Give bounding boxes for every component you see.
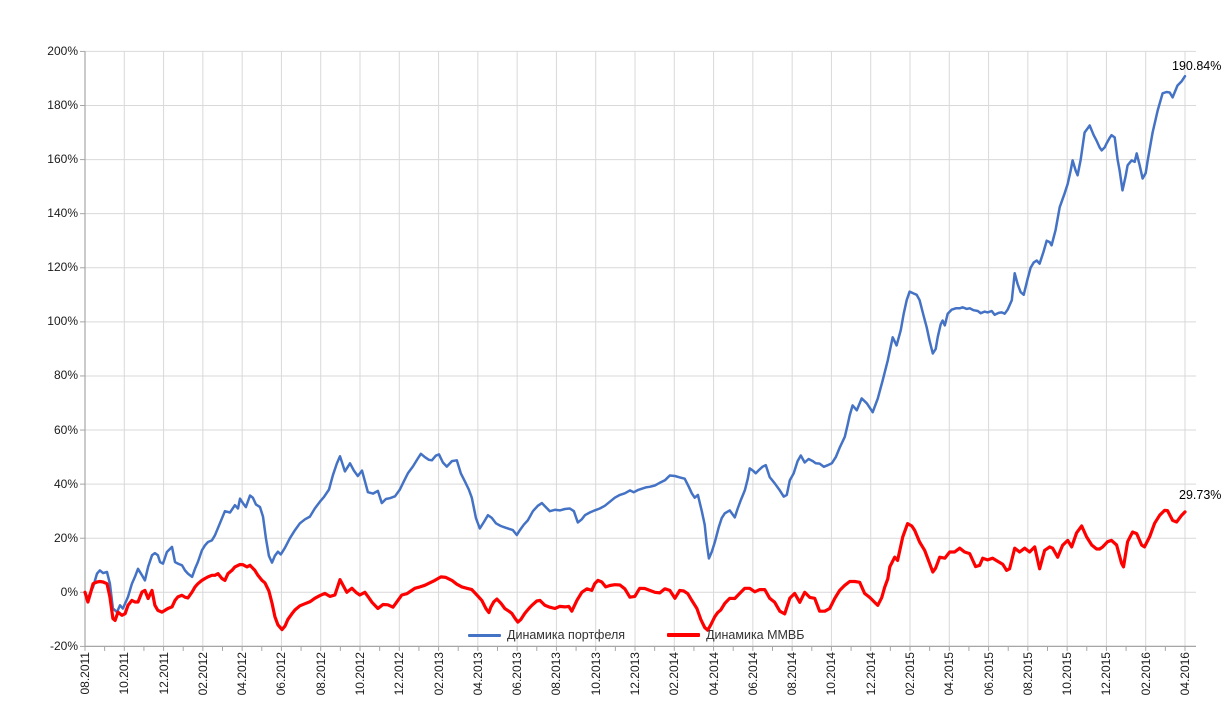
x-axis-label: 02.2012 xyxy=(195,652,210,696)
y-axis-label: 20% xyxy=(53,530,78,545)
portfolio-end-value-label: 190.84% xyxy=(1172,59,1222,73)
y-axis-label: 0% xyxy=(60,584,78,599)
x-axis-label: 12.2011 xyxy=(156,652,171,695)
y-axis-label: 160% xyxy=(47,152,78,167)
legend-label-micex: Динамика ММВБ xyxy=(706,628,805,642)
micex-end-value-label: 29.73% xyxy=(1179,488,1222,502)
x-axis-label: 06.2015 xyxy=(981,652,996,696)
legend-item-micex: Динамика ММВБ xyxy=(667,628,804,642)
x-axis-label: 04.2012 xyxy=(235,652,250,696)
x-axis-label: 02.2015 xyxy=(903,652,917,696)
micex-series-line xyxy=(83,508,1187,632)
y-axis-label: 100% xyxy=(47,314,78,329)
y-axis-label: 40% xyxy=(53,476,78,491)
x-axis-label: 06.2014 xyxy=(745,652,760,696)
x-axis-label: 08.2014 xyxy=(785,652,800,696)
portfolio-line-swatch-icon xyxy=(468,633,501,637)
x-axis-label: 04.2016 xyxy=(1178,652,1192,696)
x-axis-label: 08.2012 xyxy=(313,652,328,696)
portfolio-series-line xyxy=(83,74,1187,614)
x-axis-label: 08.2011 xyxy=(78,652,92,695)
x-axis-label: 04.2015 xyxy=(942,652,957,696)
x-axis-label: 04.2013 xyxy=(470,652,485,696)
x-axis-label: 06.2012 xyxy=(274,652,289,696)
x-axis-label: 10.2014 xyxy=(824,652,839,696)
x-axis-label: 04.2014 xyxy=(706,652,721,696)
y-axis-label: 120% xyxy=(47,260,78,275)
x-axis-label: 10.2012 xyxy=(353,652,367,696)
x-axis-label: 10.2013 xyxy=(588,652,603,696)
y-axis-label: 200% xyxy=(47,43,78,58)
x-axis-label: 06.2013 xyxy=(510,652,525,696)
x-axis-label: 02.2016 xyxy=(1138,652,1153,696)
y-axis-label: 60% xyxy=(53,422,78,437)
x-axis-label: 10.2011 xyxy=(117,652,132,695)
micex-line-swatch-icon xyxy=(667,633,701,637)
x-axis-label: 12.2015 xyxy=(1099,652,1114,696)
axes xyxy=(80,50,1196,651)
y-axis-label: 180% xyxy=(47,98,78,112)
legend: Динамика портфеля Динамика ММВБ xyxy=(468,628,804,642)
y-axis-label: -20% xyxy=(49,638,78,653)
x-axis-label: 02.2014 xyxy=(667,652,682,696)
x-axis-label: 08.2013 xyxy=(549,652,564,696)
x-axis-label: 08.2015 xyxy=(1020,652,1035,696)
x-axis-label: 12.2014 xyxy=(863,652,878,696)
legend-label-portfolio: Динамика портфеля xyxy=(507,628,626,642)
x-axis-label: 10.2015 xyxy=(1060,652,1075,696)
gridlines xyxy=(84,50,1196,647)
y-axis-label: 140% xyxy=(47,206,78,221)
x-axis-label: 12.2012 xyxy=(392,652,407,696)
x-axis-label: 02.2013 xyxy=(431,652,446,696)
y-axis-label: 80% xyxy=(53,368,78,383)
x-axis-label: 12.2013 xyxy=(628,652,642,696)
legend-item-portfolio: Динамика портфеля xyxy=(468,628,625,642)
